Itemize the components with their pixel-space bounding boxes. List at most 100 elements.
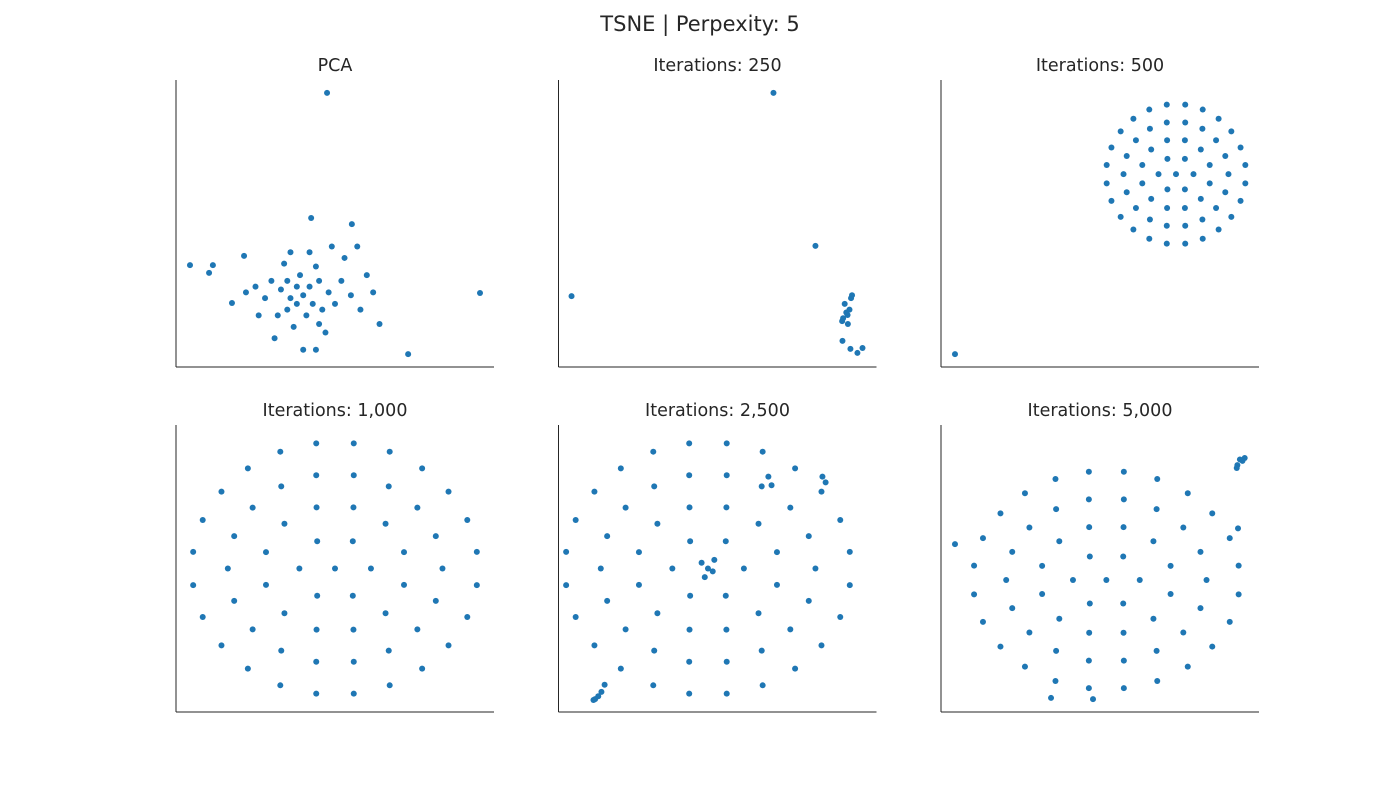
point	[591, 488, 598, 495]
point	[1226, 535, 1233, 542]
point	[386, 682, 393, 689]
point	[622, 626, 629, 633]
point	[376, 320, 383, 327]
point	[1117, 213, 1124, 220]
point	[1069, 576, 1076, 583]
point	[812, 565, 819, 572]
point	[818, 488, 825, 495]
point	[348, 221, 355, 228]
point	[1146, 235, 1153, 242]
point	[686, 440, 693, 447]
point	[686, 504, 693, 511]
scatter-points	[186, 89, 484, 358]
point	[385, 483, 392, 490]
point	[314, 592, 321, 599]
point	[363, 272, 370, 279]
point	[819, 473, 826, 480]
point	[308, 215, 315, 222]
point	[686, 690, 693, 697]
point	[268, 277, 275, 284]
point	[563, 582, 570, 589]
point	[324, 89, 331, 96]
point	[687, 592, 694, 599]
point	[604, 533, 611, 540]
point	[271, 335, 278, 342]
point	[1242, 180, 1249, 187]
point	[723, 440, 730, 447]
point	[723, 690, 730, 697]
point	[723, 504, 730, 511]
point	[1086, 600, 1093, 607]
point	[787, 626, 794, 633]
point	[854, 349, 861, 356]
point	[1222, 153, 1229, 160]
point	[350, 440, 357, 447]
point	[1123, 189, 1130, 196]
point	[1184, 490, 1191, 497]
point	[635, 549, 642, 556]
point	[1103, 576, 1110, 583]
point	[209, 262, 216, 269]
point	[951, 351, 958, 358]
point	[591, 642, 598, 649]
point	[669, 565, 676, 572]
point	[224, 565, 231, 572]
point	[1182, 240, 1189, 247]
point	[284, 306, 291, 313]
point	[1233, 465, 1240, 472]
point	[843, 309, 850, 316]
point	[445, 488, 452, 495]
point	[1225, 171, 1232, 178]
point	[822, 479, 829, 486]
point	[1026, 629, 1033, 636]
subplot-title: Iterations: 250	[653, 56, 781, 76]
scatter-points	[951, 101, 1249, 358]
point	[432, 533, 439, 540]
point	[849, 292, 856, 299]
point	[1181, 205, 1188, 212]
point	[1197, 195, 1204, 202]
point	[1132, 205, 1139, 212]
point	[1203, 576, 1210, 583]
point	[255, 312, 262, 319]
point	[1213, 205, 1220, 212]
point	[1180, 629, 1187, 636]
point	[759, 448, 766, 455]
point	[350, 658, 357, 665]
point	[1120, 553, 1127, 560]
point	[722, 538, 729, 545]
point	[1052, 475, 1059, 482]
point	[1108, 144, 1115, 151]
point	[651, 483, 658, 490]
point	[312, 263, 319, 270]
point	[218, 488, 225, 495]
point	[1153, 506, 1160, 513]
point	[723, 626, 730, 633]
point	[252, 283, 259, 290]
subplot-title: Iterations: 5,000	[1028, 401, 1173, 421]
point	[439, 565, 446, 572]
point	[1021, 490, 1028, 497]
point	[313, 626, 320, 633]
point	[1228, 128, 1235, 135]
point	[231, 533, 238, 540]
point	[650, 682, 657, 689]
point	[723, 472, 730, 479]
point	[1123, 153, 1130, 160]
point	[1146, 125, 1153, 132]
point	[306, 283, 313, 290]
point	[350, 504, 357, 511]
point	[847, 345, 854, 352]
point	[1206, 180, 1213, 187]
point	[354, 243, 361, 250]
point	[1146, 216, 1153, 223]
point	[309, 300, 316, 307]
point	[859, 345, 866, 352]
point	[1120, 657, 1127, 664]
point	[1086, 553, 1093, 560]
point	[419, 665, 426, 672]
point	[709, 568, 716, 575]
point	[218, 642, 225, 649]
point	[1163, 119, 1170, 126]
